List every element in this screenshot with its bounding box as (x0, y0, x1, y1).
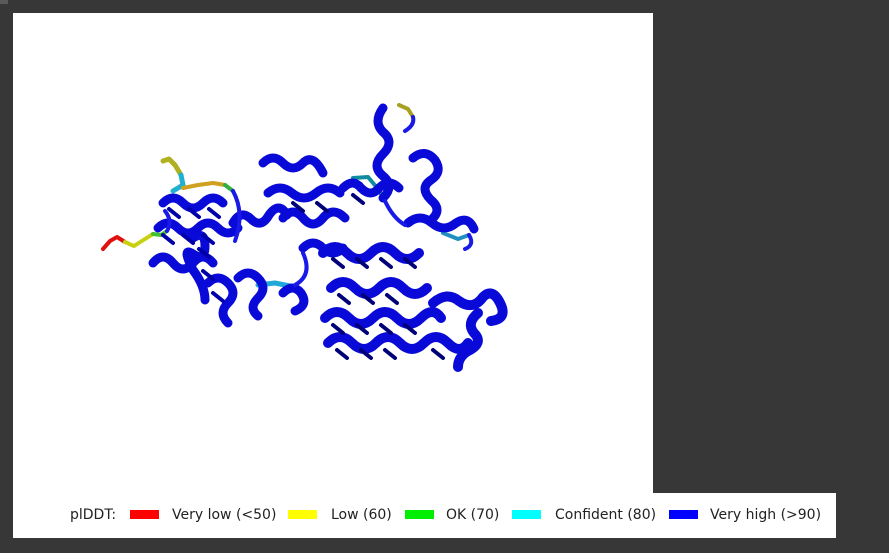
legend-swatch-very-high (669, 510, 698, 519)
confident-loop-3 (441, 231, 471, 241)
legend-label-very-high: Very high (>90) (710, 507, 822, 523)
helix-bundle-center (258, 103, 479, 258)
terminal-tail-yellow (123, 232, 155, 248)
legend-swatch-confident (512, 510, 541, 519)
connecting-loops (163, 115, 474, 287)
tail-top-cyan (170, 172, 186, 194)
plddt-legend: plDDT: Very low (<50) Low (60) OK (70) C… (13, 493, 836, 538)
legend-label-very-low: Very low (<50) (172, 507, 277, 523)
legend-label-low: Low (60) (331, 507, 392, 523)
terminal-tail-red (101, 235, 127, 251)
loop-orange (181, 181, 227, 190)
legend-swatch-low (288, 510, 317, 519)
tail-top-yellow (160, 156, 184, 178)
legend-title: plDDT: (70, 507, 117, 523)
protein-structure-render[interactable] (13, 13, 653, 493)
legend-label-confident: Confident (80) (555, 507, 657, 523)
structure-viewer[interactable] (13, 13, 653, 538)
window-corner-mark (0, 0, 8, 4)
helix-shadows-left (161, 207, 225, 303)
helix-bundle-lower-right (318, 242, 508, 372)
legend-swatch-ok (405, 510, 434, 519)
top-helix-yellow (397, 103, 415, 119)
legend-label-ok: OK (70) (446, 507, 500, 523)
legend-swatch-very-low (130, 510, 159, 519)
helix-shadows-right (291, 193, 445, 360)
